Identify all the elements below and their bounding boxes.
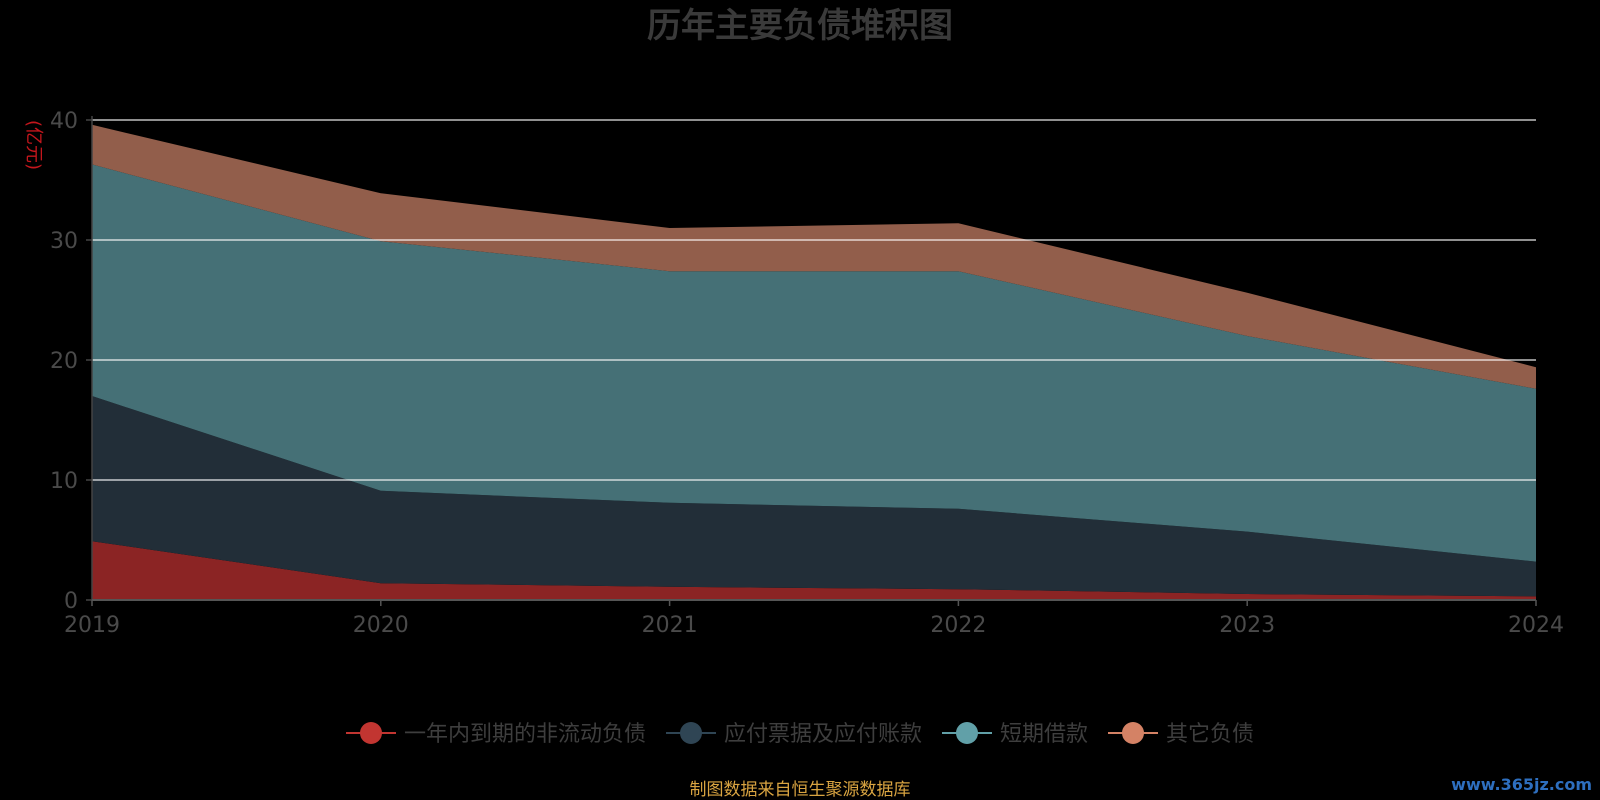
legend-label: 一年内到期的非流动负债: [404, 722, 646, 747]
x-tick-label-1: 2020: [353, 613, 409, 638]
legend-circle-icon: [360, 722, 382, 744]
legend-item-0[interactable]: 一年内到期的非流动负债: [346, 722, 646, 747]
legend-label: 其它负债: [1166, 722, 1254, 747]
legend: 一年内到期的非流动负债 应付票据及应付账款 短期借款 其它负债: [346, 722, 1254, 747]
area-layers: [92, 124, 1536, 600]
legend-item-2[interactable]: 短期借款: [942, 722, 1088, 747]
data-source-note: 制图数据来自恒生聚源数据库: [690, 780, 911, 800]
y-tick-label-2: 20: [50, 349, 78, 374]
legend-circle-icon: [680, 722, 702, 744]
legend-circle-icon: [956, 722, 978, 744]
x-tick-label-2: 2021: [642, 613, 698, 638]
legend-label: 短期借款: [1000, 722, 1088, 747]
area-series-1: [92, 396, 1536, 597]
y-tick-label-0: 0: [64, 589, 78, 614]
legend-item-3[interactable]: 其它负债: [1108, 722, 1254, 747]
x-tick-label-4: 2023: [1219, 613, 1275, 638]
x-tick-label-0: 2019: [64, 613, 120, 638]
y-tick-label-1: 10: [50, 469, 78, 494]
x-tick-label-5: 2024: [1508, 613, 1564, 638]
watermark: www.365jz.com: [1451, 775, 1592, 794]
axes: 0 10 20 30 40 2019 2020 2021 2022 2023 2024: [50, 109, 1564, 638]
y-tick-label-4: 40: [50, 109, 78, 134]
x-tick-label-3: 2022: [930, 613, 986, 638]
grid-lines: [92, 119, 1536, 481]
chart-title: 历年主要负债堆积图: [647, 6, 953, 46]
area-series-2: [92, 164, 1536, 562]
y-tick-label-3: 30: [50, 229, 78, 254]
y-axis-unit-label: (亿元): [23, 120, 44, 170]
legend-circle-icon: [1122, 722, 1144, 744]
legend-item-1[interactable]: 应付票据及应付账款: [666, 722, 922, 747]
area-series-0: [92, 541, 1536, 600]
legend-label: 应付票据及应付账款: [724, 722, 922, 747]
area-series-3: [92, 124, 1536, 389]
